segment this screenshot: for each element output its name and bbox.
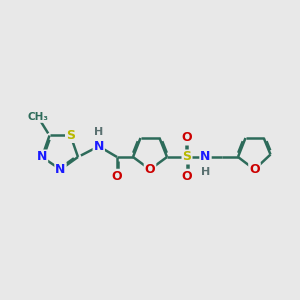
Text: N: N [55,163,66,176]
Text: H: H [201,167,210,177]
Text: H: H [94,127,104,137]
Text: S: S [182,151,191,164]
Text: O: O [182,170,192,183]
Text: S: S [66,129,75,142]
Text: O: O [182,131,192,145]
Text: O: O [249,163,260,176]
Text: N: N [200,151,211,164]
Text: N: N [37,151,47,164]
Text: O: O [145,163,155,176]
Text: O: O [112,170,122,183]
Text: CH₃: CH₃ [28,112,49,122]
Text: N: N [94,140,104,153]
